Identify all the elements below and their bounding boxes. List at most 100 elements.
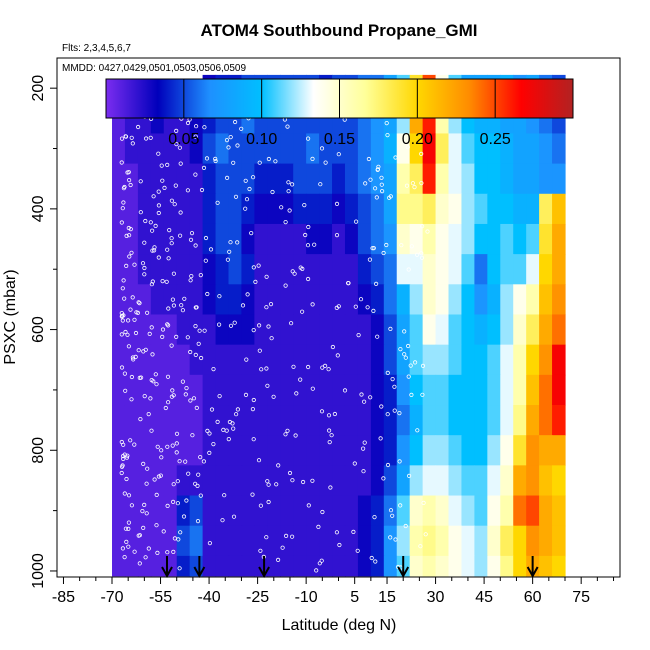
measurement-point bbox=[173, 183, 178, 188]
colorbar-tick-label: 0.20 bbox=[402, 131, 433, 148]
measurement-point bbox=[253, 279, 258, 284]
measurement-point bbox=[178, 210, 183, 215]
measurement-point bbox=[251, 265, 256, 270]
heatmap-cell bbox=[396, 495, 411, 527]
heatmap-cell bbox=[435, 284, 450, 316]
x-tick-label: 30 bbox=[427, 589, 445, 606]
heatmap-cell bbox=[448, 133, 463, 165]
heatmap-cell bbox=[202, 254, 217, 285]
heatmap-cell bbox=[383, 525, 398, 557]
heatmap-cell bbox=[163, 405, 178, 436]
heatmap-cell bbox=[215, 163, 230, 195]
heatmap-cell bbox=[396, 254, 411, 285]
heatmap-cell bbox=[461, 525, 475, 557]
heatmap-cell bbox=[280, 193, 294, 225]
heatmap-cell bbox=[422, 193, 437, 225]
heatmap-cell bbox=[254, 284, 268, 316]
measurement-point bbox=[119, 136, 125, 141]
measurement-point bbox=[334, 530, 339, 535]
heatmap-cell bbox=[539, 405, 553, 436]
heatmap-cell bbox=[280, 133, 294, 165]
measurement-point bbox=[156, 189, 161, 194]
measurement-point bbox=[170, 388, 175, 393]
heatmap-cell bbox=[176, 525, 191, 557]
heatmap-cell bbox=[500, 254, 514, 285]
measurement-point bbox=[316, 524, 321, 530]
measurement-point bbox=[268, 301, 274, 307]
measurement-point bbox=[406, 267, 411, 272]
measurement-point bbox=[266, 324, 271, 329]
measurement-point bbox=[421, 500, 426, 505]
measurement-point bbox=[123, 134, 129, 139]
heatmap-cell bbox=[383, 405, 398, 436]
measurement-point bbox=[320, 509, 325, 515]
heatmap-cell bbox=[254, 163, 268, 195]
measurement-point bbox=[329, 433, 334, 438]
measurement-point bbox=[283, 283, 288, 288]
heatmap-cell bbox=[319, 223, 333, 255]
heatmap-cell bbox=[150, 163, 165, 195]
measurement-point bbox=[193, 323, 198, 329]
heatmap-cell bbox=[163, 284, 178, 316]
heatmap-cell bbox=[448, 465, 463, 497]
heatmap-cell bbox=[344, 284, 359, 316]
heatmap-cell bbox=[306, 435, 320, 466]
heatmap-cell bbox=[137, 525, 152, 557]
heatmap-cell bbox=[202, 284, 217, 316]
measurement-point bbox=[352, 461, 357, 466]
measurement-point bbox=[126, 225, 131, 231]
heatmap-cell bbox=[435, 223, 450, 255]
y-axis-label: PSXC (mbar) bbox=[2, 269, 19, 364]
heatmap-cell bbox=[332, 555, 346, 577]
heatmap-cell bbox=[189, 405, 204, 436]
heatmap-cell bbox=[202, 555, 217, 577]
heatmap-cell bbox=[513, 525, 527, 557]
heatmap-cell bbox=[370, 314, 385, 346]
measurement-point bbox=[384, 121, 389, 126]
heatmap-cell bbox=[539, 314, 553, 346]
measurement-point bbox=[393, 537, 398, 542]
heatmap-cell bbox=[487, 525, 501, 557]
measurement-point bbox=[276, 463, 281, 468]
heatmap-cell bbox=[280, 223, 294, 255]
measurement-point bbox=[294, 391, 299, 396]
measurement-point bbox=[310, 386, 315, 391]
heatmap-cell bbox=[383, 555, 398, 577]
measurement-point bbox=[361, 469, 366, 474]
heatmap-cell bbox=[552, 344, 566, 376]
heatmap-cell bbox=[267, 374, 281, 406]
heatmap-cell bbox=[409, 284, 424, 316]
heatmap-cell bbox=[422, 525, 437, 557]
measurement-point bbox=[119, 439, 124, 445]
heatmap-cell bbox=[228, 163, 243, 195]
measurement-point bbox=[310, 478, 315, 483]
measurement-point bbox=[126, 544, 131, 549]
measurement-point bbox=[129, 397, 134, 402]
heatmap-cell bbox=[137, 223, 152, 255]
measurement-point bbox=[156, 203, 161, 208]
heatmap-cell bbox=[319, 465, 333, 497]
heatmap-cells bbox=[112, 74, 566, 577]
measurement-point bbox=[145, 310, 150, 315]
measurement-point bbox=[193, 172, 198, 177]
measurement-point bbox=[188, 237, 194, 242]
heatmap-cell bbox=[267, 525, 281, 557]
measurement-point bbox=[247, 186, 252, 192]
measurement-point bbox=[235, 407, 240, 412]
measurement-point bbox=[124, 455, 130, 460]
measurement-point bbox=[121, 313, 126, 318]
measurement-point bbox=[132, 317, 137, 322]
heatmap-cell bbox=[487, 495, 501, 527]
measurement-point bbox=[399, 243, 404, 248]
measurement-point bbox=[186, 471, 191, 476]
measurement-point bbox=[366, 156, 371, 162]
measurement-point bbox=[243, 392, 249, 397]
heatmap-cell bbox=[112, 254, 126, 285]
measurement-point bbox=[124, 233, 129, 238]
heatmap-cell bbox=[137, 193, 152, 225]
heatmap-cell bbox=[344, 344, 359, 376]
heatmap-cell bbox=[280, 435, 294, 466]
heatmap-cell bbox=[228, 525, 243, 557]
heatmap-cell bbox=[306, 284, 320, 316]
heatmap-cell bbox=[526, 133, 540, 165]
